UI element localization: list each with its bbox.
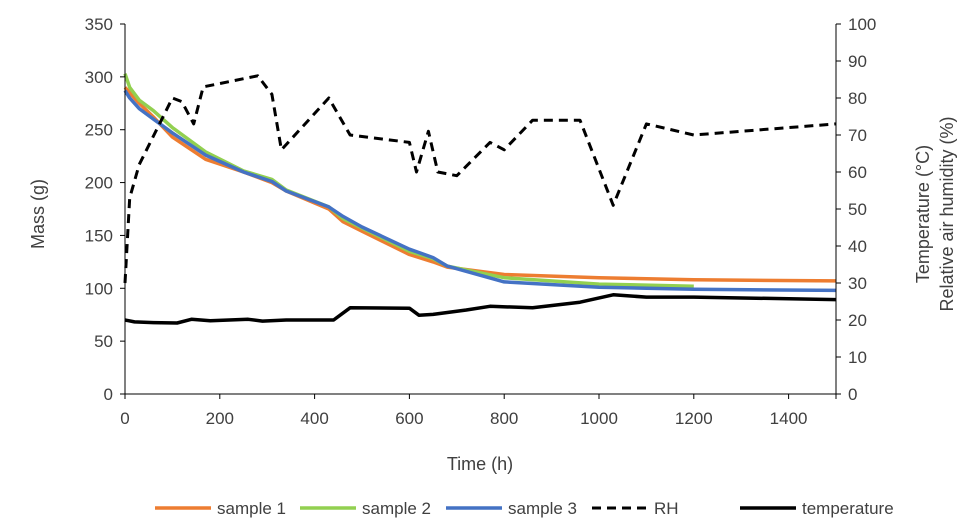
x-axis-title: Time (h) (447, 454, 513, 474)
x-tick-label: 1400 (770, 409, 808, 428)
y-tick-label: 250 (85, 121, 113, 140)
y2-tick-label: 40 (848, 237, 867, 256)
y2-axis-title-line1: Temperature (°C) (913, 145, 933, 283)
series-line-sample-1 (125, 87, 836, 281)
y-tick-label: 100 (85, 279, 113, 298)
y2-tick-label: 0 (848, 385, 857, 404)
legend: sample 1 sample 2 sample 3 RH temperature (155, 499, 894, 518)
series-line-sample-3 (125, 91, 836, 291)
y2-tick-label: 70 (848, 126, 867, 145)
plot-lines (125, 74, 836, 323)
y2-tick-label: 30 (848, 274, 867, 293)
y-tick-label: 0 (104, 385, 113, 404)
y2-tick-label: 90 (848, 52, 867, 71)
y2-tick-label: 60 (848, 163, 867, 182)
series-line-rh (125, 76, 836, 283)
legend-label: sample 3 (508, 499, 577, 518)
y2-tick-label: 10 (848, 348, 867, 367)
x-tick-label: 600 (395, 409, 423, 428)
x-tick-label: 800 (490, 409, 518, 428)
legend-label: sample 1 (217, 499, 286, 518)
legend-label: sample 2 (362, 499, 431, 518)
y-tick-label: 350 (85, 15, 113, 34)
x-tick-label: 400 (300, 409, 328, 428)
legend-label: RH (654, 499, 679, 518)
ticks: 0 200 400 600 800 1000 1200 1400050100150200250… (85, 15, 877, 428)
y-tick-label: 300 (85, 68, 113, 87)
x-tick-label: 200 (206, 409, 234, 428)
y2-tick-label: 20 (848, 311, 867, 330)
y2-axis-title-line2: Relative air humidity (%) (937, 116, 957, 311)
series-line-temperature (125, 295, 836, 323)
y-tick-label: 150 (85, 226, 113, 245)
y-tick-label: 200 (85, 174, 113, 193)
x-tick-label: 0 (120, 409, 129, 428)
y-axis-title: Mass (g) (28, 179, 48, 249)
y2-tick-label: 80 (848, 89, 867, 108)
x-tick-label: 1200 (675, 409, 713, 428)
legend-label: temperature (802, 499, 894, 518)
y-tick-label: 50 (94, 332, 113, 351)
y2-tick-label: 50 (848, 200, 867, 219)
axes (125, 24, 836, 394)
y2-tick-label: 100 (848, 15, 876, 34)
x-tick-label: 1000 (580, 409, 618, 428)
